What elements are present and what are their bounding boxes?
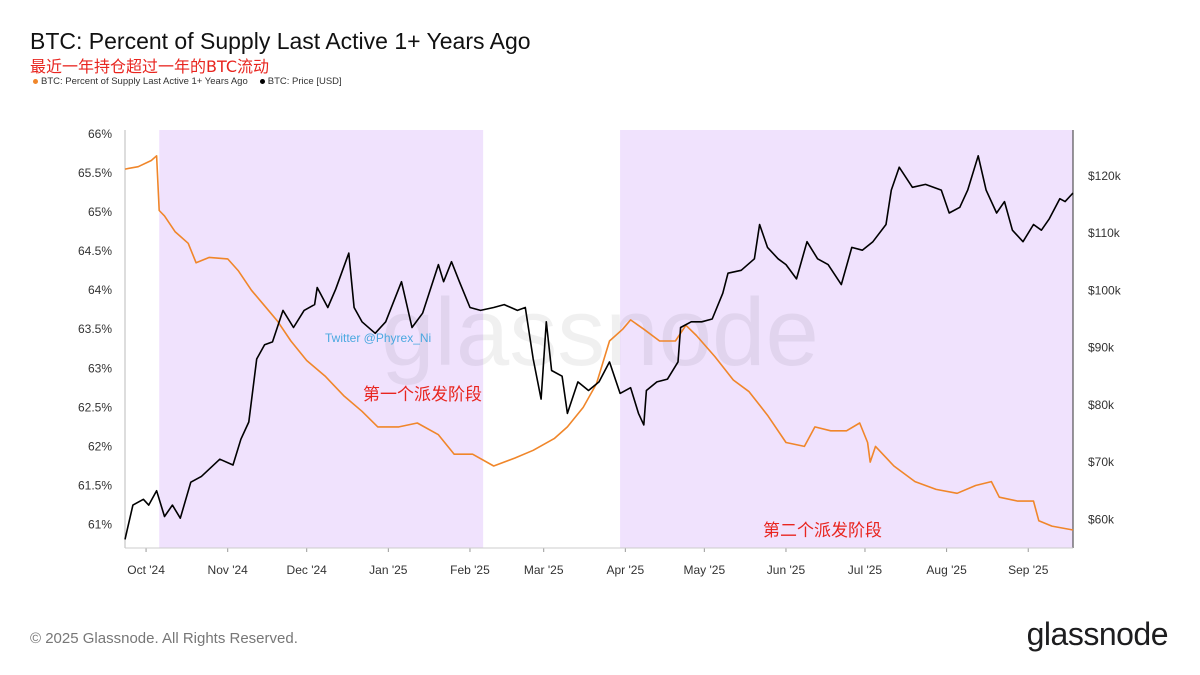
y-right-tick-label: $110k [1088,226,1121,240]
legend-item-price[interactable]: BTC: Price [USD] [259,76,342,87]
copyright-text: © 2025 Glassnode. All Rights Reserved. [30,630,298,647]
x-tick-label: Oct '24 [127,563,165,577]
x-tick-label: Jun '25 [767,563,806,577]
x-tick-label: Aug '25 [926,563,967,577]
y-left-tick-label: 61.5% [78,478,112,492]
y-left-tick-label: 61% [88,518,112,532]
twitter-credit: Twitter @Phyrex_Ni [325,331,431,345]
y-left-tick-label: 64% [88,283,112,297]
y-left-tick-label: 64.5% [78,244,112,258]
y-right-tick-label: $100k [1088,283,1122,297]
y-right-tick-label: $70k [1088,455,1115,469]
legend-swatch-black [259,79,265,84]
legend-item-supply[interactable]: BTC: Percent of Supply Last Active 1+ Ye… [33,76,248,87]
legend: BTC: Percent of Supply Last Active 1+ Ye… [33,76,342,87]
y-left-tick-label: 63.5% [78,322,112,336]
y-left-tick-label: 65% [88,205,112,219]
glassnode-logo: glassnode [1026,616,1169,652]
chart-canvas: glassnode 61% 61.5% 62% 62.5% 63% 63.5% 64% 64.5… [78,127,1122,577]
x-tick-label: Apr '25 [607,563,645,577]
chart-subtitle: 最近一年持仓超过一年的BTC流动 [30,57,269,76]
y-left-tick-label: 62% [88,439,112,453]
x-tick-label: Jan '25 [369,563,408,577]
x-tick-label: Mar '25 [524,563,564,577]
x-tick-label: Feb '25 [450,563,490,577]
legend-swatch-orange [33,79,38,84]
legend-label-supply: BTC: Percent of Supply Last Active 1+ Ye… [41,76,248,87]
chart-title: BTC: Percent of Supply Last Active 1+ Ye… [30,28,531,54]
y-left-tick-label: 65.5% [78,166,112,180]
shaded-phase-2 [620,130,1073,548]
y-right-tick-label: $80k [1088,398,1115,412]
y-right-tick-label: $60k [1088,512,1115,526]
x-tick-label: May '25 [684,563,726,577]
y-right-tick-label: $90k [1088,341,1115,355]
phase-annotation-1: 第一个派发阶段 [363,385,482,405]
x-tick-label: Dec '24 [287,563,328,577]
x-tick-label: Nov '24 [208,563,249,577]
y-left-tick-label: 63% [88,361,112,375]
x-tick-label: Sep '25 [1008,563,1049,577]
watermark-text: glassnode [381,279,819,386]
y-right-tick-label: $120k [1088,169,1122,183]
y-left-tick-label: 66% [88,127,112,141]
price-series-line [124,155,1074,540]
supply-series-line [124,155,1074,531]
shaded-phase-1 [159,130,484,548]
y-left-tick-label: 62.5% [78,400,112,414]
legend-label-price: BTC: Price [USD] [267,76,342,87]
phase-annotation-2: 第二个派发阶段 [763,521,882,541]
x-tick-label: Jul '25 [848,563,883,577]
